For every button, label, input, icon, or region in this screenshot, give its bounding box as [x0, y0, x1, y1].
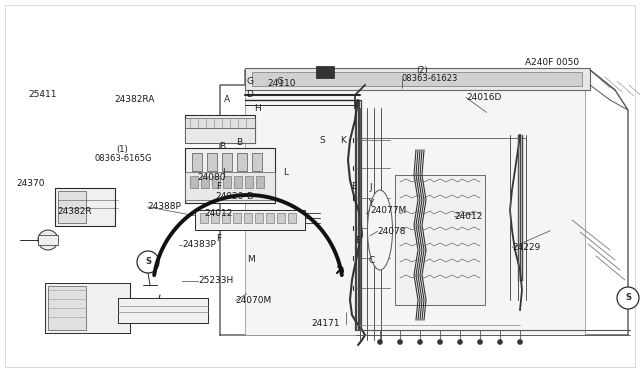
Bar [190, 176, 198, 188]
Text: 24080: 24080 [197, 173, 226, 182]
Bar [212, 176, 220, 188]
Text: L: L [284, 168, 289, 177]
Bar [192, 153, 202, 171]
Circle shape [438, 340, 442, 344]
Text: H: H [254, 105, 260, 113]
Text: D: D [246, 192, 253, 201]
Text: 25411: 25411 [29, 90, 58, 99]
Text: 24171: 24171 [312, 319, 340, 328]
Text: (1): (1) [116, 145, 127, 154]
Circle shape [397, 340, 403, 344]
Bar [256, 176, 264, 188]
Text: Y: Y [368, 199, 373, 208]
Circle shape [617, 287, 639, 309]
Circle shape [378, 340, 383, 344]
Bar [237, 153, 247, 171]
Text: B: B [219, 142, 225, 151]
Circle shape [137, 251, 159, 273]
Text: F: F [216, 234, 221, 243]
Text: 24070M: 24070M [236, 296, 272, 305]
Text: 24012: 24012 [454, 212, 483, 221]
Circle shape [497, 340, 502, 344]
Bar [395, 175, 485, 305]
Circle shape [417, 340, 422, 344]
Text: C: C [368, 256, 374, 264]
Bar [266, 213, 274, 223]
Bar [38, 235, 58, 245]
Text: I: I [222, 168, 225, 177]
Text: 24078: 24078 [378, 227, 406, 236]
Bar [200, 213, 208, 223]
Text: E: E [356, 236, 361, 245]
Text: M: M [247, 255, 255, 264]
Circle shape [458, 340, 463, 344]
Bar [252, 153, 262, 171]
Bar [58, 191, 86, 223]
Bar [201, 176, 209, 188]
Bar [48, 286, 86, 330]
Bar [222, 153, 232, 171]
Bar [185, 115, 255, 143]
Bar [185, 128, 255, 143]
Text: 08363-61623: 08363-61623 [402, 74, 458, 83]
Text: 24012: 24012 [205, 209, 233, 218]
Text: S: S [145, 257, 151, 266]
Text: 24388P: 24388P [147, 202, 181, 211]
Text: 24016D: 24016D [466, 93, 501, 102]
Circle shape [518, 340, 522, 344]
Bar [255, 213, 263, 223]
Text: E: E [351, 182, 356, 190]
Bar [245, 90, 585, 335]
Text: (2): (2) [416, 66, 428, 75]
Bar [244, 213, 252, 223]
Bar [185, 148, 275, 203]
Bar [185, 118, 255, 128]
Bar [185, 172, 275, 200]
Text: B: B [236, 138, 243, 147]
Text: 24020: 24020 [215, 192, 243, 201]
Bar [252, 72, 582, 86]
Bar [222, 213, 230, 223]
Text: K: K [340, 136, 346, 145]
Bar [277, 213, 285, 223]
Text: D: D [246, 90, 253, 99]
Text: 08363-6165G: 08363-6165G [95, 154, 152, 163]
Bar [234, 176, 242, 188]
Text: F: F [216, 182, 221, 190]
Text: 24382R: 24382R [58, 207, 92, 216]
Circle shape [477, 340, 483, 344]
Bar [245, 176, 253, 188]
Text: 24077M: 24077M [370, 206, 406, 215]
Text: G: G [276, 77, 283, 86]
Text: 24229: 24229 [512, 243, 540, 252]
Bar [316, 66, 334, 78]
Text: J: J [369, 183, 372, 192]
Text: A: A [224, 95, 230, 104]
Text: 24383P: 24383P [182, 240, 216, 249]
Bar [55, 188, 115, 226]
Circle shape [38, 230, 58, 250]
Bar [233, 213, 241, 223]
Bar [288, 213, 296, 223]
Bar [118, 298, 208, 323]
Text: S: S [625, 294, 631, 302]
Bar [223, 176, 231, 188]
Bar [45, 283, 130, 333]
Text: 24382RA: 24382RA [114, 95, 154, 104]
Bar [211, 213, 219, 223]
Text: 24110: 24110 [267, 79, 296, 88]
Bar [195, 210, 305, 230]
Text: G: G [246, 77, 253, 86]
Bar [207, 153, 217, 171]
Text: S: S [320, 137, 325, 145]
Text: A240F 0050: A240F 0050 [525, 58, 579, 67]
Bar [245, 68, 590, 90]
Text: 25233H: 25233H [198, 276, 234, 285]
Ellipse shape [367, 190, 392, 270]
Text: 24370: 24370 [16, 179, 45, 188]
